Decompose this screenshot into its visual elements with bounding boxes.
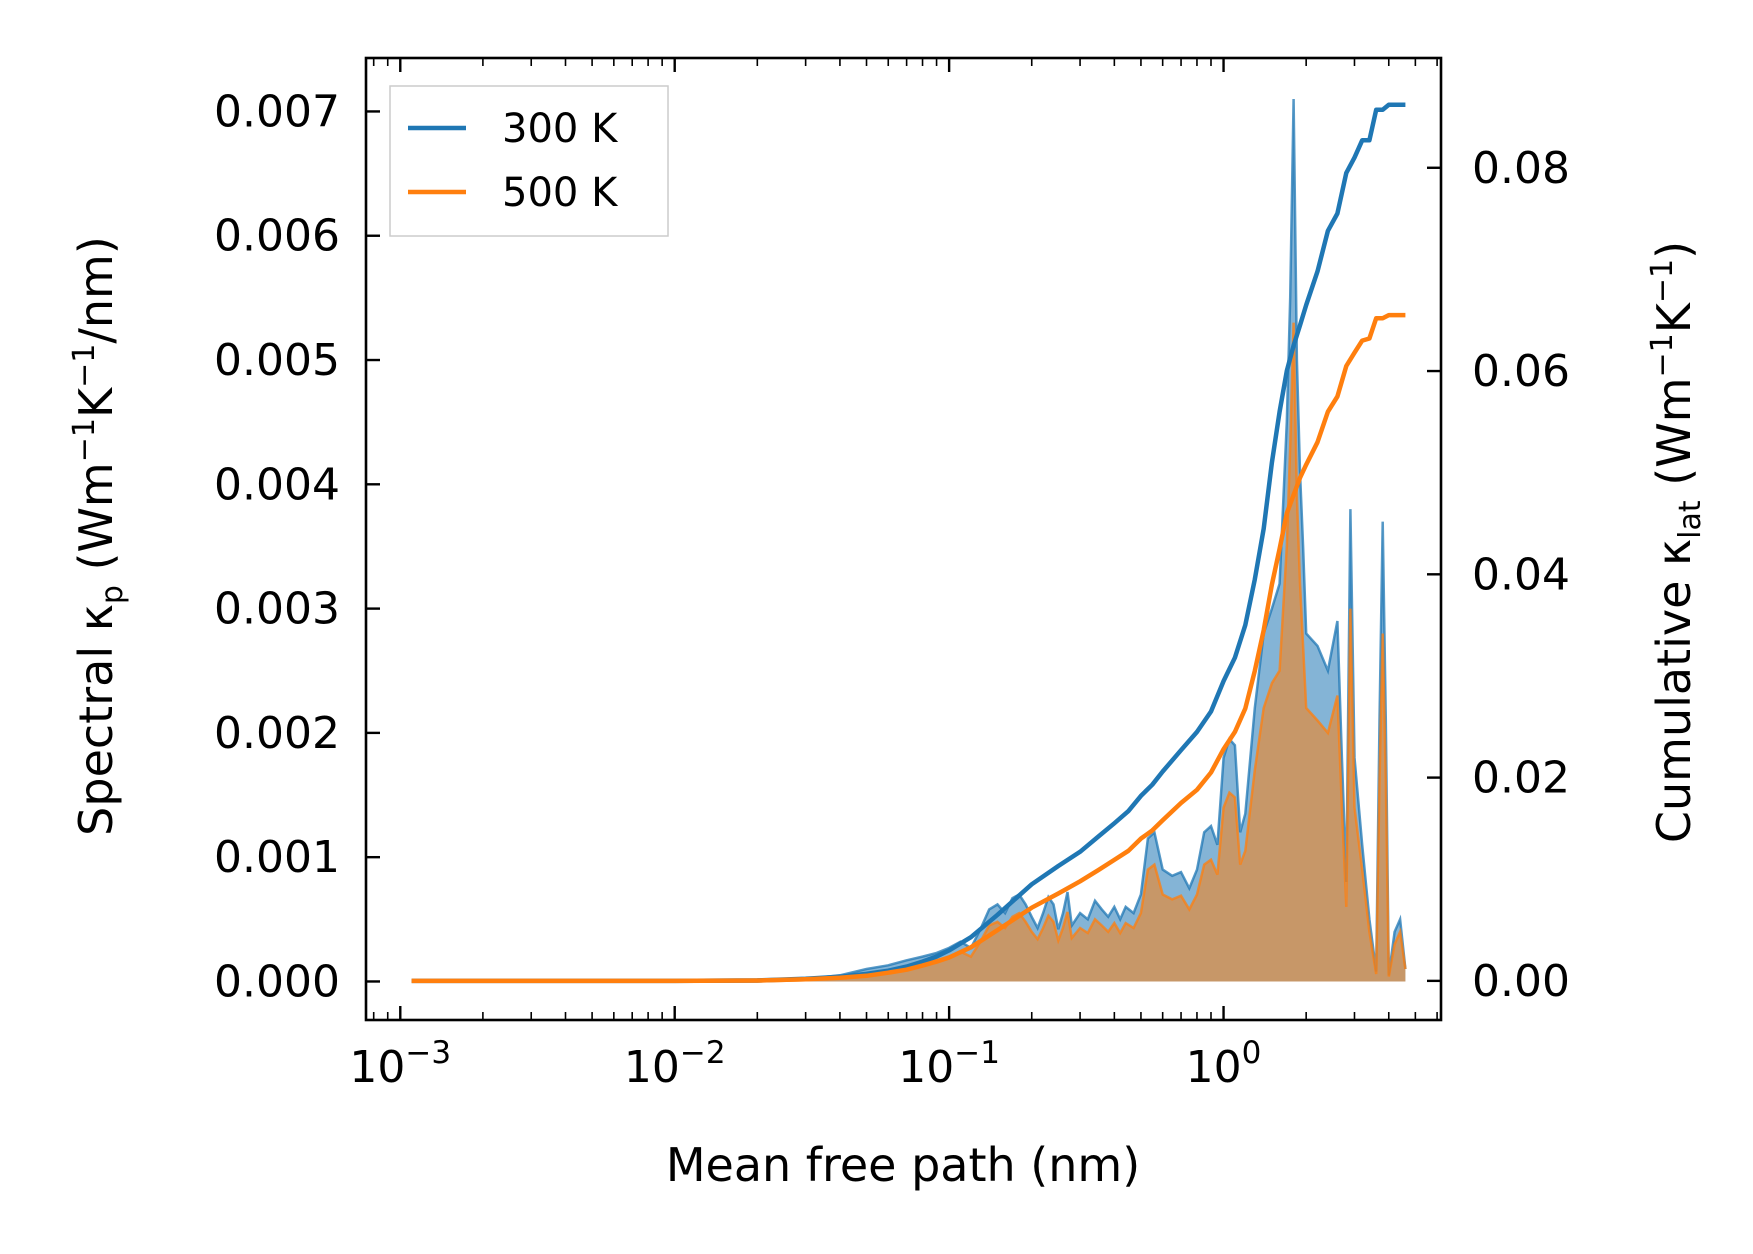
y-left-tick-label: 0.003 xyxy=(214,584,340,635)
y-right-tick-label: 0.04 xyxy=(1472,549,1570,600)
y-left-tick-label: 0.001 xyxy=(214,832,340,883)
x-axis-label: Mean free path (nm) xyxy=(666,1138,1140,1192)
x-tick-label: 100 xyxy=(1186,1035,1262,1093)
y-left-tick-label: 0.007 xyxy=(214,86,340,137)
y-axis-left-label: Spectral κp (Wm−1K−1/nm) xyxy=(67,236,130,836)
spectral-line-1 xyxy=(411,322,1407,983)
spectral-fills xyxy=(411,98,1407,983)
x-tick-label: 10−2 xyxy=(624,1035,726,1093)
cumulative-line-1 xyxy=(411,312,1406,984)
legend-label-300k: 300 K xyxy=(502,106,619,152)
x-tick-label: 10−1 xyxy=(898,1035,1000,1093)
x-tick-label: 10−3 xyxy=(349,1035,451,1093)
y-right-tick-labels: 0.00 0.02 0.04 0.06 0.08 xyxy=(1472,143,1570,1007)
y-right-tick-label: 0.00 xyxy=(1472,956,1570,1007)
y-right-tick-label: 0.02 xyxy=(1472,753,1570,804)
y-left-tick-label: 0.000 xyxy=(214,956,340,1007)
cumulative-line-0 xyxy=(411,102,1406,984)
legend-label-500k: 500 K xyxy=(502,170,619,216)
y-axis-right-label: Cumulative κlat (Wm−1K−1) xyxy=(1645,241,1708,843)
spectral-fill-1 xyxy=(411,322,1406,982)
plot-frame xyxy=(364,56,1443,1022)
y-left-tick-label: 0.006 xyxy=(214,211,340,262)
x-tick-labels: 10−3 10−2 10−1 100 xyxy=(349,1035,1261,1093)
minor-ticks xyxy=(372,58,1438,1020)
major-ticks xyxy=(366,58,1441,1020)
y-right-tick-label: 0.06 xyxy=(1472,346,1570,397)
legend: 300 K 500 K xyxy=(389,85,669,237)
data-lines xyxy=(411,102,1406,984)
spectral-line-0 xyxy=(411,98,1407,983)
y-left-tick-label: 0.002 xyxy=(214,708,340,759)
y-left-tick-label: 0.004 xyxy=(214,459,340,510)
y-left-tick-label: 0.005 xyxy=(214,335,340,386)
legend-box xyxy=(389,85,669,237)
y-right-tick-label: 0.08 xyxy=(1472,143,1570,194)
y-left-tick-labels: 0.000 0.001 0.002 0.003 0.004 0.005 0.006 0.007 xyxy=(214,86,340,1007)
